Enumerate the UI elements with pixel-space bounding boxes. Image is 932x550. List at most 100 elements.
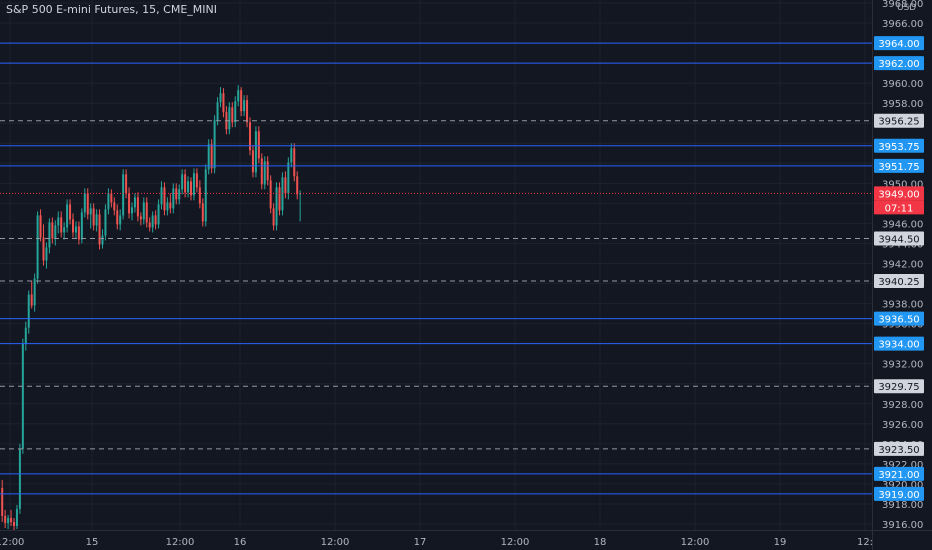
candle — [299, 190, 302, 222]
candle-body — [27, 294, 30, 328]
candle — [290, 143, 293, 168]
candle-body — [69, 204, 72, 220]
candle — [18, 443, 21, 514]
grid — [0, 0, 872, 530]
candle-body — [72, 219, 74, 233]
candle — [131, 202, 133, 221]
candle — [266, 156, 269, 186]
candle-body — [172, 188, 175, 209]
candle-body — [60, 217, 63, 233]
level-badge-bg — [874, 158, 924, 173]
candle — [278, 182, 281, 216]
candle-body — [219, 93, 222, 103]
candle-body — [187, 181, 190, 193]
dashed-level-badge: 3923.50 — [878, 445, 919, 456]
candle — [219, 87, 222, 108]
x-tick-label: 19 — [774, 537, 787, 548]
candle-body — [251, 150, 254, 173]
candle-body — [51, 222, 54, 239]
candle-body — [254, 131, 257, 173]
dashed-level-badge-bg — [874, 231, 924, 246]
candle-body — [7, 517, 10, 523]
candle — [54, 220, 57, 246]
candle-body — [246, 100, 249, 123]
candle — [287, 157, 290, 200]
time-axis[interactable]: 12:00 15 12:00 16 12:00 17 12:00 18 12:00 19 12: — [0, 530, 932, 549]
countdown-label: 07:11 — [885, 203, 914, 214]
candle-body — [151, 215, 154, 228]
x-tick-label: 12:00 — [321, 537, 350, 548]
candle-body — [290, 148, 293, 163]
candle — [107, 188, 110, 215]
y-tick-label: 3928.00 — [882, 400, 923, 411]
candle-body — [142, 202, 145, 220]
candle-body — [116, 210, 119, 225]
y-tick-label: 3932.00 — [882, 360, 923, 371]
candle-body — [160, 187, 163, 205]
candle — [284, 171, 287, 199]
candle-body — [77, 226, 80, 240]
candle-body — [257, 131, 260, 159]
candle-body — [131, 207, 133, 214]
candle-body — [275, 187, 278, 226]
candle — [296, 171, 299, 200]
candle-body — [287, 162, 290, 194]
level-badge: 3953.75 — [878, 142, 919, 153]
candle — [89, 203, 92, 229]
y-tick-label: 3950.00 — [882, 179, 923, 190]
candle — [181, 169, 184, 195]
level-badge-bg — [874, 36, 924, 51]
candle — [122, 169, 125, 220]
candle — [175, 183, 178, 205]
dashed-level-badge-bg — [874, 113, 924, 128]
candle — [210, 139, 213, 174]
dashed-level-badge-bg — [874, 379, 924, 394]
x-tick-label: 17 — [414, 537, 427, 548]
candle — [293, 143, 296, 182]
level-badge: 3962.00 — [878, 59, 919, 70]
candle-body — [195, 173, 198, 188]
candle — [80, 208, 83, 244]
candle — [92, 203, 95, 231]
level-badge-bg — [874, 56, 924, 71]
candle-body — [284, 177, 287, 194]
y-tick-label: 3958.00 — [882, 99, 923, 110]
candle — [269, 175, 272, 214]
candle-body — [228, 107, 231, 130]
candle — [163, 182, 166, 216]
horizontal-levels[interactable] — [0, 42, 872, 495]
candle-body — [30, 294, 33, 306]
candle — [160, 181, 163, 210]
candle — [95, 209, 98, 232]
candle — [51, 217, 54, 244]
last-price-badge-bg — [874, 186, 924, 201]
level-badge: 3919.00 — [878, 490, 919, 501]
candle — [254, 126, 257, 178]
candle-body — [243, 100, 246, 112]
y-tick-label: 3942.00 — [882, 259, 923, 270]
candles — [1, 85, 302, 530]
candle — [139, 212, 142, 226]
candle — [63, 222, 66, 240]
dashed-level-badge-bg — [874, 441, 924, 456]
candle — [57, 211, 60, 234]
candle — [125, 169, 128, 199]
candle-body — [213, 120, 216, 169]
candle — [119, 209, 122, 231]
y-tick-label: 3916.00 — [882, 520, 923, 531]
candle-body — [119, 215, 122, 225]
candle — [136, 192, 139, 222]
candle — [77, 221, 80, 245]
candle-body — [104, 209, 107, 236]
candle-body — [240, 90, 243, 112]
candle — [4, 509, 7, 528]
candle — [142, 197, 145, 225]
candle-body — [110, 193, 113, 203]
candle-body — [278, 187, 281, 211]
candle — [104, 204, 107, 241]
candle-body — [148, 222, 151, 228]
candle-body — [222, 93, 225, 113]
candle — [198, 180, 201, 209]
candle-body — [57, 217, 60, 226]
